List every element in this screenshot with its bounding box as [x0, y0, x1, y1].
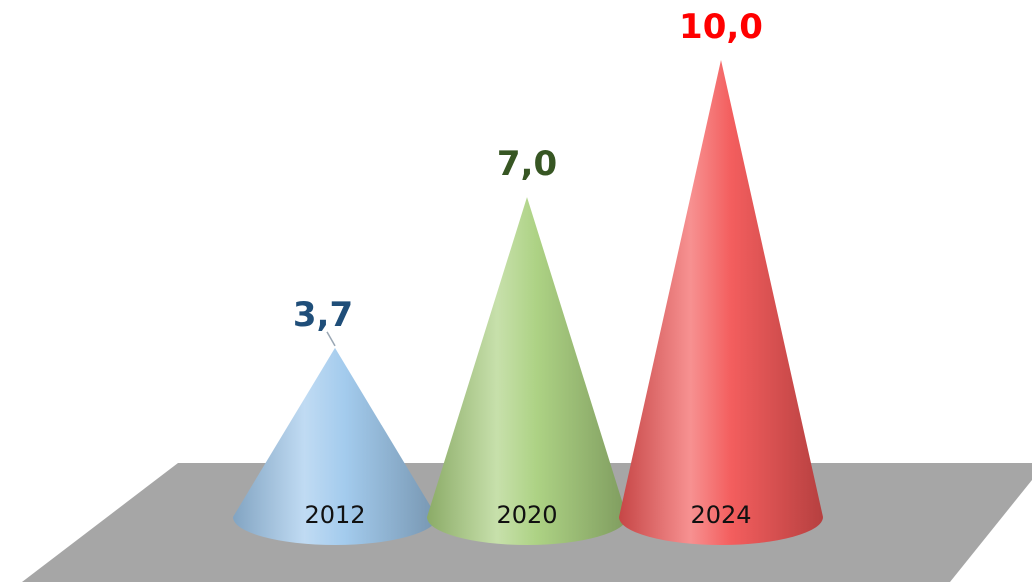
cone-2024 — [619, 60, 823, 545]
category-label: 2024 — [690, 501, 751, 529]
value-label: 7,0 — [497, 144, 557, 184]
category-label: 2012 — [304, 501, 365, 529]
value-label: 3,7 — [293, 295, 353, 335]
category-label: 2020 — [496, 501, 557, 529]
value-label: 10,0 — [679, 7, 763, 47]
cone-2020 — [427, 197, 627, 545]
